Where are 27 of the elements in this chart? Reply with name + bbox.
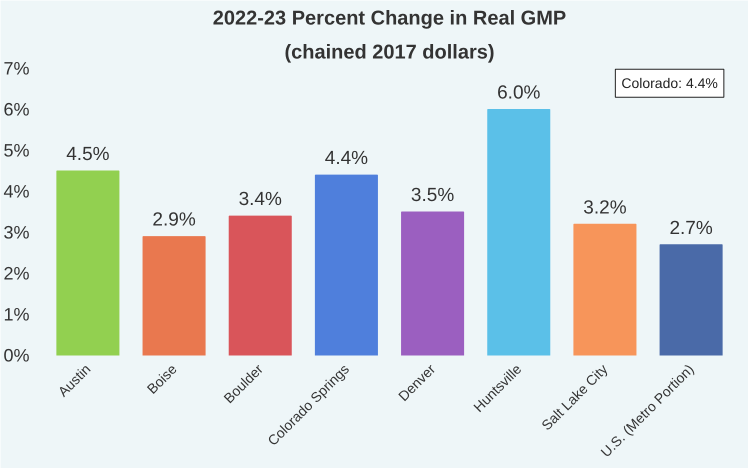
bar [573, 224, 636, 356]
y-tick-label: 3% [3, 222, 30, 242]
data-label: 3.5% [410, 185, 454, 206]
bar [56, 170, 120, 356]
bar [228, 216, 292, 356]
bar [401, 212, 464, 356]
bar [142, 236, 206, 356]
data-label: 4.4% [324, 148, 368, 170]
y-tick-label: 7% [3, 58, 30, 78]
y-tick-label: 4% [3, 182, 30, 202]
data-label: 2.9% [152, 210, 196, 231]
y-tick-label: 0% [3, 346, 30, 366]
y-tick-label: 6% [3, 100, 30, 120]
data-label: 3.4% [238, 189, 282, 210]
bar [660, 244, 723, 356]
chart-title: 2022-23 Percent Change in Real GMP [212, 8, 566, 30]
y-tick-label: 2% [3, 264, 30, 284]
bar [487, 109, 550, 356]
data-label: 4.5% [66, 144, 110, 165]
data-label: 2.7% [669, 218, 713, 239]
data-label: 3.2% [583, 197, 627, 218]
data-label: 6.0% [497, 82, 541, 104]
y-tick-label: 1% [3, 304, 30, 324]
y-tick-label: 5% [3, 140, 30, 160]
annotation: Colorado: 4.4% [621, 75, 718, 92]
bar [314, 174, 378, 356]
chart-subtitle: (chained 2017 dollars) [284, 42, 495, 64]
